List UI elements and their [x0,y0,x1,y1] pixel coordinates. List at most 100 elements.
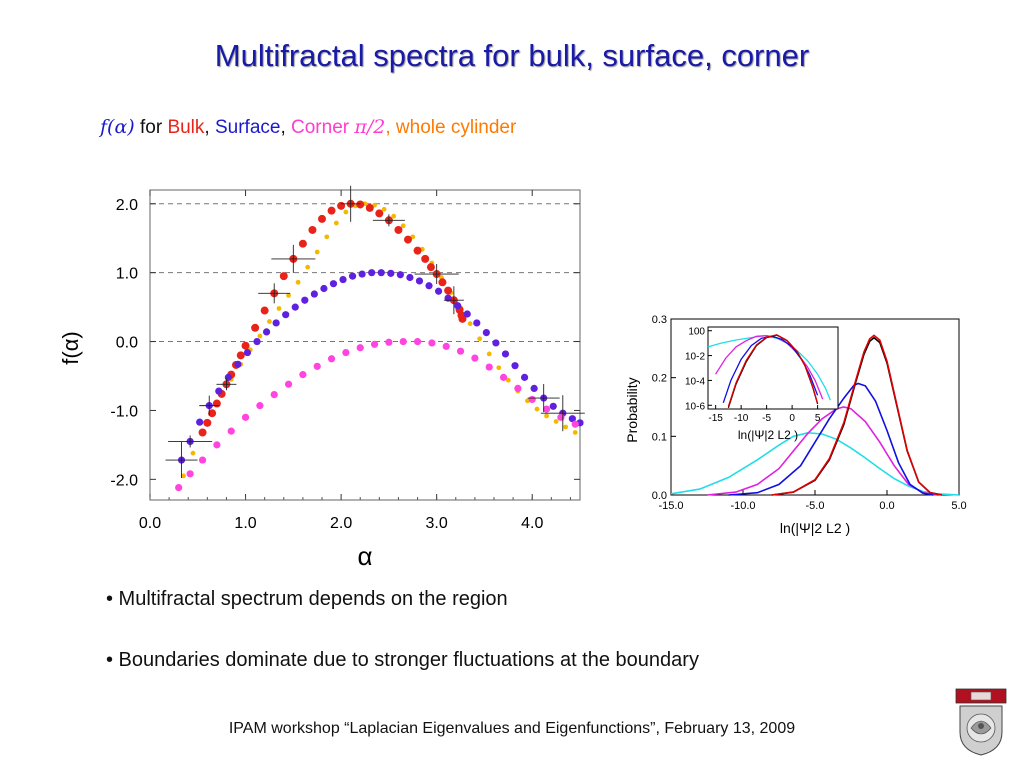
point-surface [415,277,424,285]
point-corner [428,339,436,347]
point-whole [400,223,406,229]
point-bulk [426,263,435,272]
point-corner [370,340,379,348]
main-x-tick-label: 1.0 [234,515,256,532]
point-bulk [236,351,245,360]
point-surface [329,280,338,288]
prob-x-tick-label: 0.0 [879,500,894,512]
series-whole [181,201,578,479]
prob-x-tick-label: -15.0 [658,500,683,512]
point-whole [467,321,473,327]
point-corner [186,470,194,478]
point-surface [348,272,357,280]
point-surface [358,270,366,278]
point-whole [286,293,291,298]
point-bulk [365,203,374,212]
point-whole [563,424,569,430]
university-seal-logo [955,688,1007,756]
subtitle-corner: Corner [291,117,355,138]
point-surface [568,415,576,423]
point-whole [305,264,311,270]
point-corner [299,371,307,379]
point-surface [224,373,232,381]
inset-x-tick-label: -5 [762,413,771,424]
point-bulk [444,286,453,295]
main-x-tick-label: 2.0 [330,515,352,532]
prob-y-axis-label: Probability [624,377,640,442]
point-bulk [404,235,412,244]
point-surface [425,282,433,290]
inset-x-tick-label: -10 [734,413,749,424]
point-bulk [421,254,430,263]
main-plot-frame [149,189,581,501]
subtitle-pi-half: π/2 [354,116,386,138]
point-surface [520,373,529,381]
inset-background [707,326,839,410]
point-whole [534,406,540,412]
point-whole [181,473,186,479]
point-whole [544,413,549,419]
point-corner [413,337,422,346]
point-surface [196,418,204,426]
point-surface [368,269,376,277]
point-corner [442,342,450,350]
point-corner [356,344,364,352]
prob-series-blue [728,382,934,496]
main-y-tick-label: -1.0 [110,403,138,420]
point-corner [284,380,293,388]
point-corner [542,405,551,413]
point-whole [276,306,282,311]
point-whole [267,319,272,324]
bullet-1: • Multifractal spectrum depends on the r… [106,588,508,610]
point-surface [262,328,271,336]
point-bulk [337,201,346,210]
point-corner [198,456,207,464]
point-bulk [394,225,403,234]
point-bulk [298,239,307,248]
point-surface [501,350,510,358]
prob-series-red [771,334,942,496]
point-surface [387,269,395,277]
point-surface [272,319,280,327]
point-whole [486,351,492,357]
point-surface [473,319,481,327]
point-surface [511,362,519,370]
inset-y-tick-label: 100 [688,327,705,338]
point-whole [333,220,339,226]
point-surface [530,384,538,392]
bullet-2: • Boundaries dominate due to stronger fl… [106,649,699,671]
point-whole [477,336,483,342]
point-corner [385,338,393,346]
main-x-tick-label: 4.0 [521,515,543,532]
point-bulk [413,246,422,255]
slide-title: Multifractal spectra for bulk, surface, … [214,38,810,73]
point-surface [320,284,328,293]
point-whole [257,333,263,339]
point-surface [310,290,318,298]
point-surface [215,387,223,395]
inset-x-tick-label: -15 [708,413,723,424]
prob-series-magenta [706,406,938,496]
point-corner [227,427,235,435]
point-whole [324,234,330,240]
point-corner [213,441,221,449]
subtitle-bulk: Bulk [167,117,205,138]
prob-y-tick-label: 0.1 [652,431,667,443]
point-bulk [375,209,384,218]
point-corner [313,362,321,370]
main-y-tick-label: 1.0 [116,266,138,283]
point-corner [342,348,350,357]
point-surface [253,337,261,346]
main-y-axis-label: f(α) [58,331,83,364]
point-surface [492,339,500,347]
point-corner [557,413,565,421]
prob-x-tick-label: 5.0 [951,500,966,512]
main-x-axis-label: α [357,541,372,571]
subtitle-sep-3: , [385,117,396,138]
point-bulk [212,399,221,408]
inset-x-tick-label: 5 [815,413,821,424]
point-corner [571,420,579,428]
point-corner [270,391,278,399]
point-whole [381,206,387,212]
point-surface [291,303,299,311]
